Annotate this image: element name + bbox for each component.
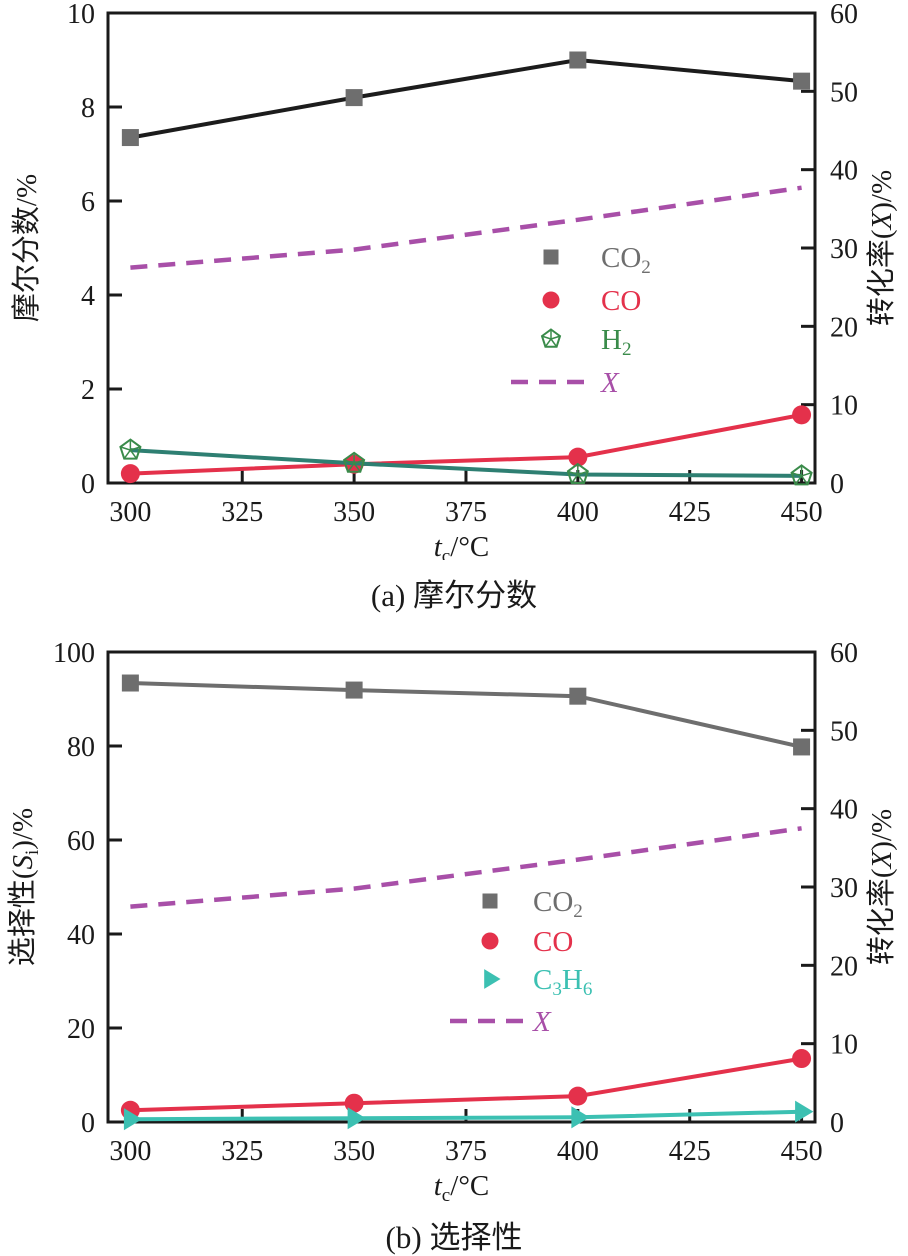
right-tick-label: 50 (830, 716, 858, 747)
axes: 300 325 350 375 400 425 4500246810010203040506… (67, 0, 858, 528)
legend-label: CO2 (601, 242, 651, 278)
x-axis-title: tc/°C (434, 1170, 490, 1206)
right-axis-title: 转化率(X)/% (865, 809, 898, 965)
x-tick-label: 350 (333, 497, 375, 528)
chart-b-caption: (b) 选择性 (385, 1220, 523, 1255)
legend-label: CO (533, 926, 573, 958)
series-3 (130, 826, 802, 909)
x-tick-label: 375 (445, 1136, 487, 1167)
right-tick-label: 20 (830, 312, 858, 343)
x-tick-label: 400 (557, 1136, 599, 1167)
x-tick-label: 300 (109, 1136, 151, 1167)
x-tick-label: 425 (669, 497, 711, 528)
right-tick-label: 40 (830, 795, 858, 826)
right-axis-title: 转化率(X)/% (865, 170, 898, 326)
series-2 (123, 1100, 814, 1131)
series-0 (121, 51, 811, 147)
left-tick-label: 10 (67, 0, 95, 30)
x-tick-label: 325 (221, 497, 263, 528)
legend-label: CO2 (533, 886, 583, 922)
left-tick-label: 20 (67, 1014, 95, 1045)
x-axis-title: tc/°C (434, 531, 490, 560)
right-tick-label: 30 (830, 234, 858, 265)
x-tick-label: 450 (781, 1136, 823, 1167)
x-tick-label: 350 (333, 1136, 375, 1167)
chart-a-mole-fraction: 300 325 350 375 400 425 4500246810010203040506… (10, 0, 898, 560)
series-3 (130, 185, 802, 270)
right-tick-label: 50 (830, 77, 858, 108)
right-tick-label: 40 (830, 156, 858, 187)
x-tick-label: 425 (669, 1136, 711, 1167)
x-tick-label: 300 (109, 497, 151, 528)
left-tick-label: 40 (67, 920, 95, 951)
x-tick-label: 375 (445, 497, 487, 528)
right-tick-label: 60 (830, 638, 858, 669)
series-2 (119, 438, 813, 486)
right-tick-label: 30 (830, 873, 858, 904)
right-tick-label: 60 (830, 0, 858, 30)
legend-label: X (600, 367, 620, 399)
axes: 300 325 350 375 400 425 4500204060801000102030… (53, 638, 858, 1167)
left-tick-label: 0 (81, 469, 95, 500)
legend: CO2 CO C3H6 X (450, 886, 592, 1038)
legend: CO2 CO H2 X (511, 242, 651, 399)
legend-label: H2 (601, 324, 632, 360)
right-tick-label: 10 (830, 1030, 858, 1061)
left-tick-label: 2 (81, 375, 95, 406)
left-tick-label: 80 (67, 732, 95, 763)
legend-label: CO (601, 285, 641, 317)
right-tick-label: 0 (830, 469, 844, 500)
chart-a-caption: (a) 摩尔分数 (370, 578, 538, 613)
left-axis-title: 选择性(Si)/% (6, 808, 43, 966)
right-tick-label: 10 (830, 391, 858, 422)
legend-label: C3H6 (533, 964, 592, 1000)
left-tick-label: 8 (81, 93, 95, 124)
left-tick-label: 100 (53, 638, 95, 669)
left-tick-label: 0 (81, 1108, 95, 1139)
legend-label: X (532, 1006, 552, 1038)
left-tick-label: 6 (81, 187, 95, 218)
left-tick-label: 4 (81, 281, 95, 312)
x-tick-label: 325 (221, 1136, 263, 1167)
right-tick-label: 20 (830, 951, 858, 982)
left-tick-label: 60 (67, 826, 95, 857)
chart-b-selectivity: 300 325 350 375 400 425 4500204060801000102030… (6, 638, 898, 1206)
series-0 (121, 674, 811, 756)
x-tick-label: 400 (557, 497, 599, 528)
x-tick-label: 450 (781, 497, 823, 528)
right-tick-label: 0 (830, 1108, 844, 1139)
left-axis-title: 摩尔分数/% (10, 174, 43, 322)
